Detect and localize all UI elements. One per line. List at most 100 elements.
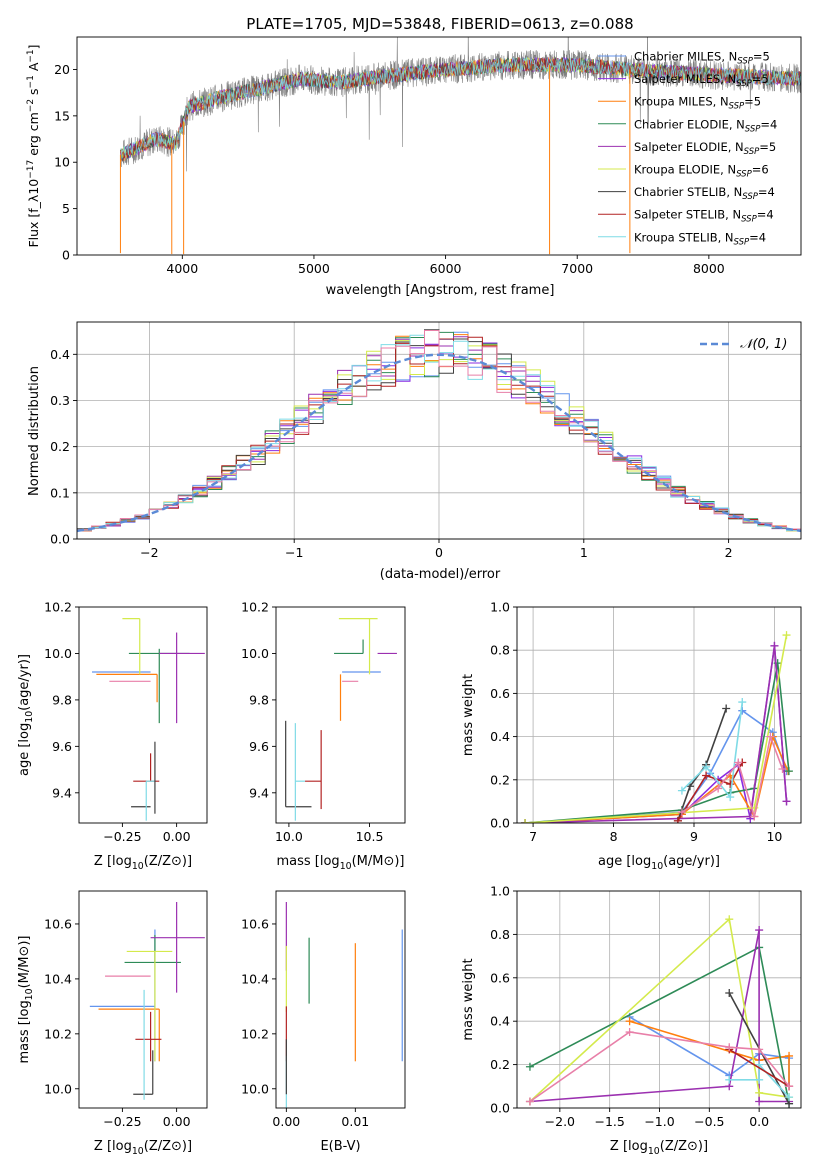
legend-entry: Chabrier ELODIE, NSSP=4 [634, 117, 777, 134]
y-tick-label: 0.0 [490, 1101, 510, 1116]
y-tick-label: 10.4 [241, 971, 269, 986]
errorbar-point [150, 901, 205, 993]
errorbar-point [128, 648, 190, 724]
x-tick-label: 0.00 [163, 1114, 191, 1129]
y-tick-label: 0.6 [490, 970, 510, 985]
weight-line [681, 701, 744, 800]
axes-mass_vs_ebv: 0.00 0.01 10.0 10.2 10.4 10.6 E(B-V) [241, 890, 406, 1154]
errorbar-point [334, 639, 364, 655]
weight-marker [738, 698, 747, 707]
weight-marker [782, 797, 791, 806]
x-tick-label: −1.0 [644, 1114, 674, 1129]
x-tick-label: 10.5 [356, 829, 384, 844]
weight-line [729, 1062, 790, 1098]
axes-frame [516, 890, 802, 1109]
x-tick-label: −1.5 [594, 1114, 624, 1129]
weight-marker [725, 988, 734, 997]
weight-line [529, 917, 790, 1103]
x-axis-label: (data-model)/error [380, 567, 501, 582]
y-axis-label: Flux [f_λ10−17​ erg cm−2​ s−1​ A−1​] [26, 44, 41, 247]
weight-marker [702, 762, 711, 771]
weight-marker [625, 1017, 634, 1026]
y-tick-label: 0.8 [490, 643, 510, 658]
weight-marker [726, 780, 735, 789]
x-axis-label: wavelength [Angstrom, rest frame] [326, 283, 555, 298]
errorbar-point [122, 618, 141, 675]
y-tick-label: 10.2 [44, 600, 72, 615]
y-tick-label: 10.4 [44, 971, 72, 986]
weight-marker [778, 765, 787, 773]
x-tick-label: 4000 [166, 261, 198, 276]
y-tick-label: 0.0 [50, 532, 70, 547]
x-axis-label: mass [log10​(M/M⊙)] [276, 854, 404, 872]
axes-frame [76, 36, 802, 256]
y-tick-label: 5 [62, 201, 70, 216]
weight-marker [725, 1043, 734, 1052]
weight-line [524, 645, 788, 823]
x-tick-label: 10.0 [275, 829, 303, 844]
plot-area-spectrum [119, 37, 801, 255]
weight-marker [702, 771, 711, 780]
x-tick-label: −2 [140, 545, 158, 560]
spectrum-legend: Chabrier MILES, NSSP=5 Salpeter MILES, NS… [598, 50, 777, 247]
legend-entry: Salpeter MILES, NSSP=5 [634, 72, 769, 89]
weight-marker [755, 1075, 764, 1084]
y-tick-label: 10.0 [241, 1081, 269, 1096]
y-tick-label: 10.0 [44, 1081, 72, 1096]
x-tick-label: 1 [580, 545, 588, 560]
y-tick-label: 9.6 [249, 739, 269, 754]
weight-marker [755, 1088, 764, 1097]
y-tick-label: 10.6 [241, 916, 269, 931]
y-tick-label: 10.6 [44, 916, 72, 931]
axes-age_vs_mass: 10.0 10.5 9.4 9.6 9.8 10.0 10.2 mass [log10​(M/… [241, 600, 406, 872]
x-axis-label: Z [log10​(Z/Z⊙)] [94, 1139, 192, 1157]
x-tick-label: 0.00 [272, 1114, 300, 1129]
plot-area-weight_vs_age [521, 631, 793, 823]
x-tick-label: 0 [435, 545, 443, 560]
y-tick-label: 10.2 [241, 1026, 269, 1041]
axes-weight_vs_Z: −2.0 −1.5 −1.0 −0.5 0.0 0.0 0.2 0.4 0.6 0.8 1.0 Z [… [461, 884, 802, 1157]
legend-entry: Chabrier MILES, NSSP=5 [634, 50, 770, 67]
y-tick-label: 0.4 [490, 729, 510, 744]
x-tick-label: −2.0 [545, 1114, 575, 1129]
x-axis-label: E(B-V) [320, 1139, 360, 1154]
weight-marker [726, 793, 735, 802]
weight-marker [521, 819, 530, 823]
y-tick-label: 0.3 [50, 393, 70, 408]
x-axis-label: Z [log10​(Z/Z⊙)] [94, 854, 192, 872]
axes-frame [78, 890, 208, 1109]
y-tick-label: 9.6 [52, 739, 72, 754]
weight-marker [714, 784, 723, 793]
y-axis-label: Normed distribution [27, 366, 42, 496]
y-tick-label: 0.1 [50, 485, 70, 500]
weight-marker [677, 808, 686, 817]
weight-marker [785, 1051, 794, 1060]
y-tick-label: 9.4 [249, 785, 269, 800]
y-tick-label: 0.2 [490, 772, 510, 787]
weight-marker [755, 1097, 764, 1106]
y-tick-label: 10 [54, 155, 70, 170]
normal-curve [77, 353, 801, 533]
weight-marker [525, 1062, 534, 1071]
y-tick-label: 1.0 [490, 884, 510, 899]
y-tick-label: 0.2 [50, 439, 70, 454]
weight-line [524, 734, 789, 823]
x-tick-label: 8000 [693, 261, 725, 276]
weight-marker [785, 1082, 794, 1091]
x-axis-label: Z [log10​(Z/Z⊙)] [610, 1139, 708, 1157]
axes-frame [78, 606, 208, 824]
x-tick-label: 7000 [561, 261, 593, 276]
y-tick-label: 15 [54, 108, 70, 123]
weight-line [681, 733, 784, 817]
errorbar-point [338, 618, 378, 675]
axes-residuals: −2 −1 0 1 2 0.0 0.1 0.2 0.3 0.4 (data-model)/error… [27, 321, 802, 582]
weight-line [524, 663, 790, 823]
x-tick-label: 0.00 [163, 829, 191, 844]
y-axis-label: mass weight [461, 674, 476, 756]
weight-marker [784, 767, 793, 776]
weight-marker [725, 915, 734, 924]
weight-marker [755, 1045, 764, 1054]
axes-spectrum: 4000 5000 6000 7000 8000 0 5 10 15 20 wavelength [… [26, 36, 802, 298]
plot-area-mass_vs_Z [89, 901, 205, 1100]
weight-marker [785, 1093, 794, 1102]
